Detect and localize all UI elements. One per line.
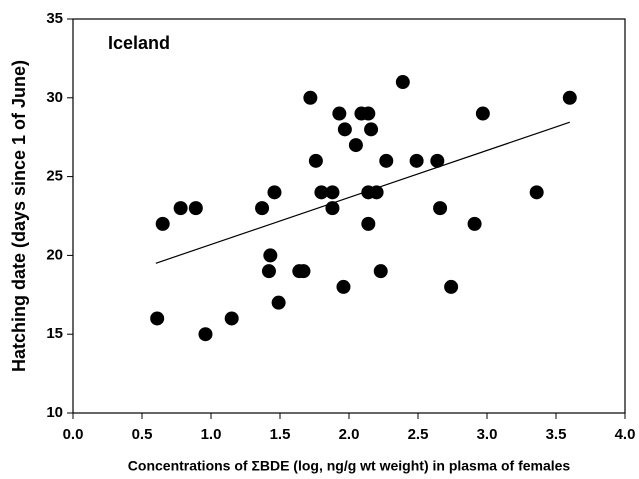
point	[188, 201, 203, 216]
point	[255, 201, 270, 216]
point	[336, 279, 351, 294]
y-tick-label: 25	[46, 168, 63, 185]
x-tick-label: 0.5	[132, 426, 153, 443]
point	[369, 185, 384, 200]
point	[150, 311, 165, 326]
x-tick-label: 4.0	[615, 426, 636, 443]
point	[433, 201, 448, 216]
point	[467, 216, 482, 231]
point	[271, 295, 286, 310]
x-axis-label: Concentrations of ΣBDE (log, ng/g wt wei…	[128, 458, 571, 474]
y-tick-label: 20	[46, 246, 63, 263]
point	[529, 185, 544, 200]
point	[409, 153, 424, 168]
point	[348, 138, 363, 153]
plot-frame	[72, 18, 626, 414]
point	[430, 153, 445, 168]
x-tick-label: 1.5	[270, 426, 291, 443]
point	[296, 264, 311, 279]
y-tick-label: 15	[46, 325, 63, 342]
x-tick-label: 3.0	[477, 426, 498, 443]
x-tick-label: 3.5	[546, 426, 567, 443]
point	[198, 327, 213, 342]
point	[155, 216, 170, 231]
point	[373, 264, 388, 279]
annotation: Iceland	[108, 33, 170, 53]
y-axis-label: Hatching date (days since 1 of June)	[9, 60, 29, 372]
point	[361, 106, 376, 121]
point	[303, 90, 318, 105]
point	[224, 311, 239, 326]
point	[444, 279, 459, 294]
point	[325, 185, 340, 200]
y-tick-label: 35	[46, 10, 63, 27]
point	[261, 264, 276, 279]
point	[562, 90, 577, 105]
point	[337, 122, 352, 137]
x-tick-label: 2.5	[408, 426, 429, 443]
point	[475, 106, 490, 121]
point	[267, 185, 282, 200]
y-tick-label: 30	[46, 89, 63, 106]
point	[173, 201, 188, 216]
point	[395, 75, 410, 90]
point	[361, 216, 376, 231]
x-tick-label: 1.0	[201, 426, 222, 443]
point	[308, 153, 323, 168]
point	[332, 106, 347, 121]
point	[314, 185, 329, 200]
x-tick-label: 2.0	[339, 426, 360, 443]
point	[364, 122, 379, 137]
point	[325, 201, 340, 216]
y-tick-label: 10	[46, 404, 63, 421]
x-tick-label: 0.0	[63, 426, 84, 443]
point	[263, 248, 278, 263]
point	[379, 153, 394, 168]
